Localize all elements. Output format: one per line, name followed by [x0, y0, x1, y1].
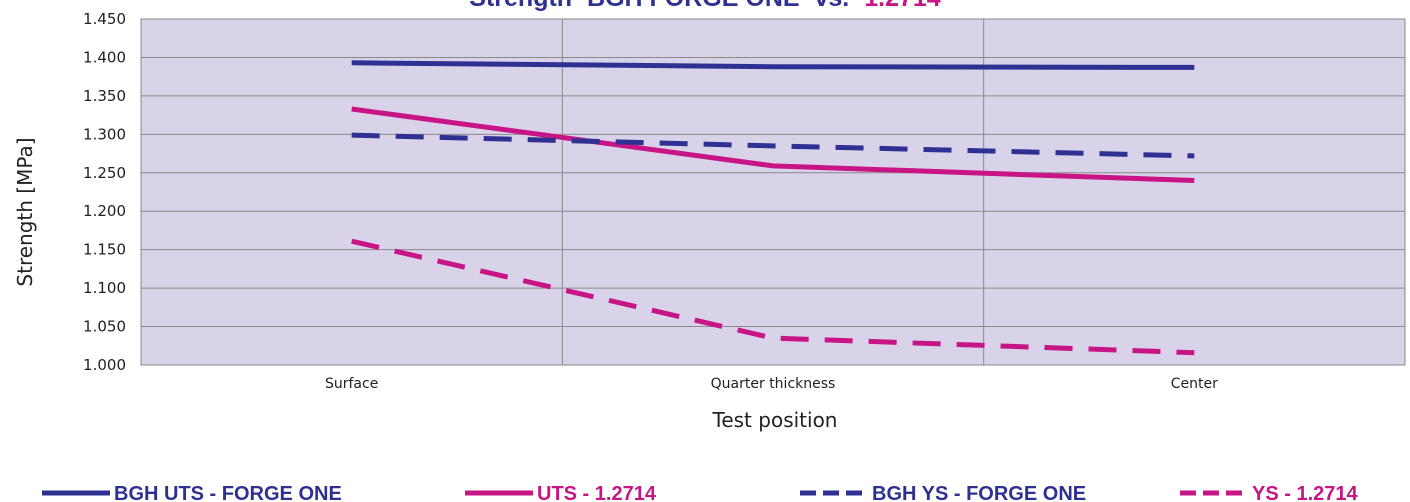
- series-line: [351, 60, 1195, 70]
- legend-label: UTS - 1.2714: [537, 483, 657, 502]
- y-tick-labels: 1.000 1.050 1.100 1.150 1.200 1.250 1.300 1.350…: [83, 10, 126, 374]
- y-tick-label: 1.200: [83, 202, 126, 220]
- y-axis-title: Strength [MPa]: [13, 137, 37, 286]
- chart-title: Strength BGH FORGE ONE vs. 1.2714: [469, 0, 940, 12]
- y-tick-label: 1.250: [83, 164, 126, 182]
- y-tick-label: 1.350: [83, 87, 126, 105]
- title-prefix: Strength: [469, 0, 572, 12]
- y-tick-label: 1.100: [83, 279, 126, 297]
- legend-label: BGH YS - FORGE ONE: [872, 483, 1086, 502]
- y-tick-label: 1.400: [83, 48, 126, 66]
- x-axis-title: Test position: [712, 408, 838, 432]
- series-line: [351, 132, 1195, 159]
- y-tick-label: 1.150: [83, 241, 126, 259]
- y-tick-label: 1.450: [83, 10, 126, 28]
- grid-layer: [141, 18, 1405, 366]
- title-connector: vs.: [815, 0, 850, 12]
- series-lines: [351, 60, 1195, 356]
- y-tick-label: 1.050: [83, 318, 126, 336]
- x-tick-label: Center: [1171, 376, 1218, 392]
- legend-label: YS - 1.2714: [1252, 483, 1359, 502]
- legend: BGH UTS - FORGE ONE UTS - 1.2714 BGH YS - …: [42, 483, 1359, 502]
- x-tick-label: Quarter thickness: [711, 376, 836, 392]
- y-tick-label: 1.300: [83, 125, 126, 143]
- x-tick-label: Surface: [325, 376, 378, 392]
- title-series-a: BGH FORGE ONE: [587, 0, 800, 12]
- plot-area: [140, 18, 1406, 366]
- x-tick-labels: Surface Quarter thickness Center: [325, 376, 1218, 392]
- series-line: [351, 238, 1195, 356]
- title-series-b: 1.2714: [864, 0, 941, 12]
- y-tick-label: 1.000: [83, 356, 126, 374]
- series-line: [351, 106, 1195, 183]
- legend-label: BGH UTS - FORGE ONE: [114, 483, 342, 502]
